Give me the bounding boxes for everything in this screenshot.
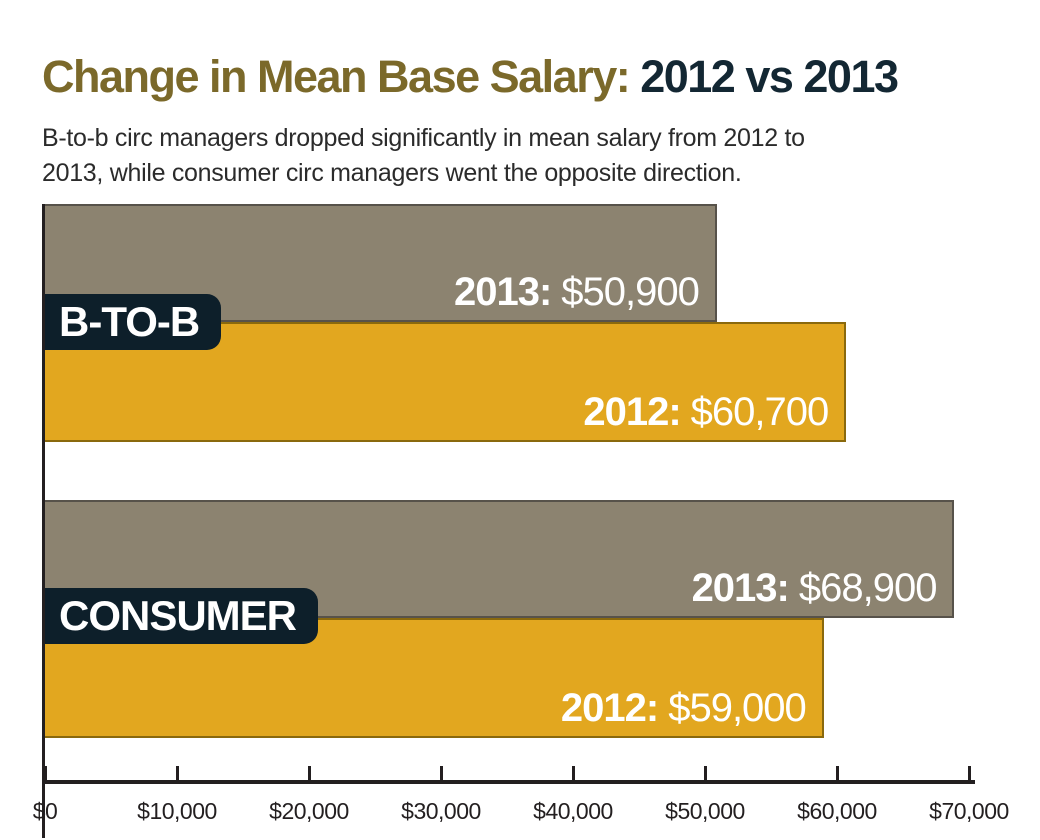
- x-axis-tick: [836, 766, 839, 780]
- x-axis: [42, 766, 975, 784]
- x-axis-tick-label: $50,000: [665, 798, 745, 824]
- x-axis-tick-label: $60,000: [797, 798, 877, 824]
- bar-year-label: 2012:: [560, 686, 659, 730]
- x-axis-line: [42, 780, 975, 784]
- category-badge-consumer: CONSUMER: [45, 588, 319, 644]
- bar-value-label: 2013: $50,900: [454, 272, 715, 320]
- bar-consumer-2013: 2013: $68,900: [45, 500, 955, 618]
- x-axis-tick-label: $10,000: [137, 798, 217, 824]
- title-main: Change in Mean Base Salary:: [42, 51, 641, 103]
- category-badge-b-to-b: B-TO-B: [45, 294, 222, 350]
- x-axis-tick-label: $30,000: [401, 798, 481, 824]
- group-consumer: 2013: $68,900 2012: $59,000 CONSUMER: [45, 500, 969, 738]
- bar-year-label: 2012:: [583, 390, 681, 434]
- title-highlight: 2012 vs 2013: [640, 51, 899, 103]
- bar-amount-label: $50,900: [561, 270, 700, 314]
- group-gap: [45, 442, 969, 500]
- x-axis-tick-label: $20,000: [269, 798, 349, 824]
- x-axis-tick: [175, 766, 179, 780]
- x-axis-tick-label: $0: [32, 798, 58, 824]
- group-b-to-b: 2013: $50,900 2012: $60,700 B-TO-B: [45, 204, 969, 442]
- page-title: Change in Mean Base Salary: 2012 vs 2013: [42, 52, 1022, 102]
- bar-chart: 2013: $50,900 2012: $60,700 B-TO-B 2013: $6…: [33, 204, 1010, 838]
- axis-spacer: [45, 738, 969, 766]
- bar-amount-label: $68,900: [798, 566, 938, 610]
- x-axis-tick-label: $40,000: [533, 798, 613, 824]
- x-axis-tick: [968, 766, 971, 780]
- x-axis-tick: [572, 766, 575, 780]
- chart-subtitle: B-to-b circ managers dropped significant…: [42, 124, 805, 187]
- bar-value-label: 2012: $59,000: [561, 688, 822, 736]
- bar-amount-label: $60,700: [690, 390, 830, 434]
- x-axis-tick: [44, 766, 47, 780]
- bar-value-label: 2013: $68,900: [692, 568, 953, 616]
- x-axis-tick: [307, 766, 311, 780]
- bar-amount-label: $59,000: [668, 686, 807, 730]
- bar-year-label: 2013:: [691, 566, 790, 610]
- x-axis-tick-labels: $0 $10,000 $20,000 $30,000 $40,000 $50,0…: [33, 798, 1010, 838]
- x-axis-tick-label: $70,000: [929, 798, 1009, 824]
- bar-value-label: 2012: $60,700: [583, 392, 844, 440]
- bars-area: 2013: $50,900 2012: $60,700 B-TO-B 2013: $6…: [45, 204, 969, 738]
- x-axis-tick: [704, 766, 707, 780]
- x-axis-tick: [439, 766, 443, 780]
- bar-year-label: 2013:: [453, 270, 552, 314]
